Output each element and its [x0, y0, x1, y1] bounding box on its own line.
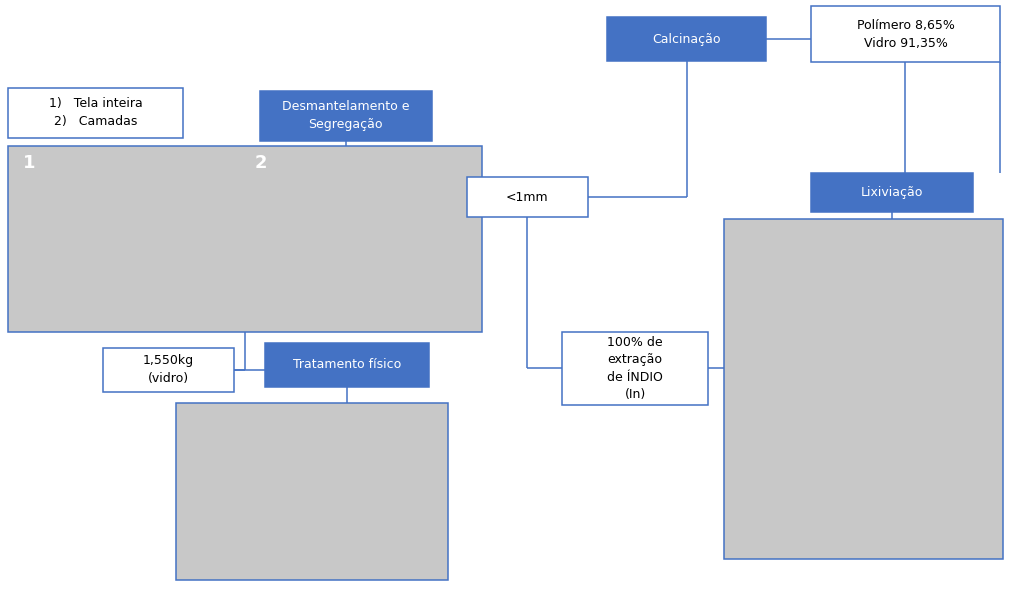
Text: 100% de
extração
de ÍNDIO
(In): 100% de extração de ÍNDIO (In)	[607, 335, 663, 401]
FancyBboxPatch shape	[467, 177, 588, 217]
FancyBboxPatch shape	[811, 173, 973, 212]
FancyBboxPatch shape	[8, 146, 482, 332]
FancyBboxPatch shape	[607, 17, 766, 61]
FancyBboxPatch shape	[103, 348, 234, 392]
FancyBboxPatch shape	[8, 88, 183, 138]
FancyBboxPatch shape	[811, 6, 1000, 62]
Text: Lixiviação: Lixiviação	[861, 186, 922, 199]
Text: Calcinação: Calcinação	[653, 32, 721, 46]
FancyBboxPatch shape	[260, 91, 432, 141]
Text: 2: 2	[254, 154, 267, 172]
Text: Desmantelamento e
Segregação: Desmantelamento e Segregação	[282, 100, 409, 131]
Text: Tratamento físico: Tratamento físico	[292, 358, 401, 371]
FancyBboxPatch shape	[176, 403, 448, 580]
Text: 1)   Tela inteira
2)   Camadas: 1) Tela inteira 2) Camadas	[48, 97, 143, 128]
FancyBboxPatch shape	[265, 343, 429, 387]
FancyBboxPatch shape	[562, 332, 708, 405]
FancyBboxPatch shape	[724, 219, 1003, 559]
Text: 1: 1	[23, 154, 35, 172]
Text: 1,550kg
(vidro): 1,550kg (vidro)	[143, 354, 194, 385]
Text: Polímero 8,65%
Vidro 91,35%: Polímero 8,65% Vidro 91,35%	[857, 19, 954, 50]
Text: <1mm: <1mm	[506, 191, 549, 204]
